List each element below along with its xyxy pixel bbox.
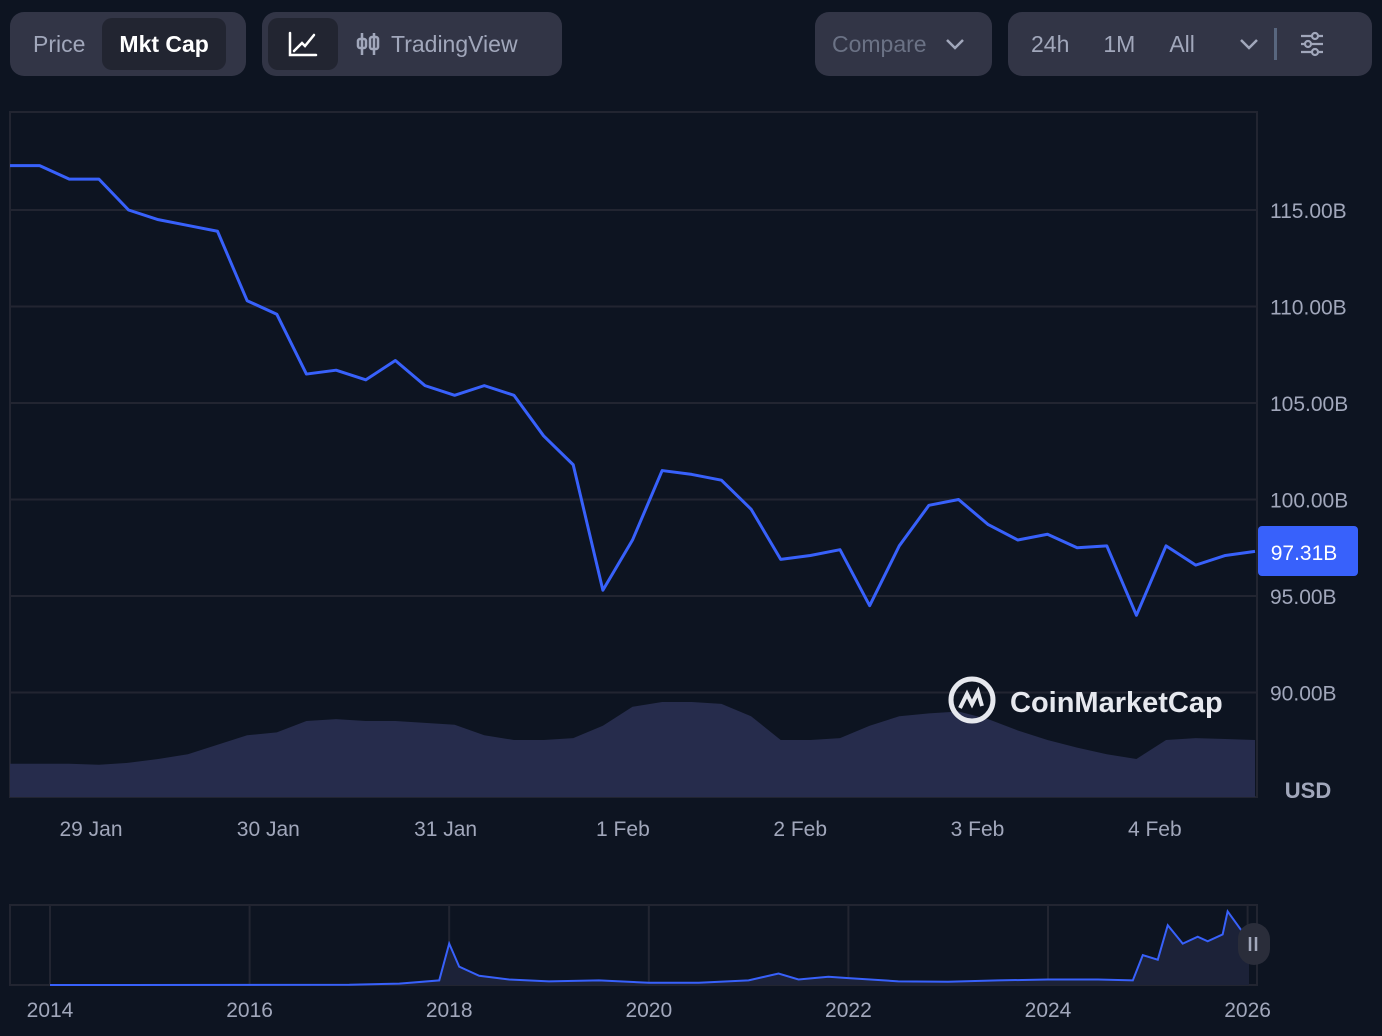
chevron-down-icon xyxy=(1240,39,1258,50)
chevron-down-icon xyxy=(945,39,964,50)
divider xyxy=(1273,28,1277,60)
x-tick-label: 4 Feb xyxy=(1128,818,1182,841)
compare-dropdown[interactable]: Compare xyxy=(815,12,992,76)
x-tick-label: 31 Jan xyxy=(414,818,477,841)
candlestick-icon xyxy=(355,31,381,57)
tradingview-label: TradingView xyxy=(391,30,518,57)
range-dropdown-button[interactable] xyxy=(1212,18,1274,70)
navigator[interactable]: 2014 2016 2018 2020 2022 2024 2026 xyxy=(9,904,1271,1022)
sliders-icon xyxy=(1300,31,1323,57)
navigator-x-label: 2022 xyxy=(825,999,872,1022)
x-tick-label: 1 Feb xyxy=(596,818,650,841)
x-tick-label: 3 Feb xyxy=(951,818,1005,841)
navigator-x-label: 2020 xyxy=(625,999,672,1022)
x-tick-label: 29 Jan xyxy=(59,818,122,841)
navigator-x-label: 2024 xyxy=(1025,999,1072,1022)
range-selector: 24h 1M All xyxy=(1008,12,1372,76)
range-1m[interactable]: 1M xyxy=(1103,30,1136,57)
y-tick-label: 115.00B xyxy=(1270,200,1347,223)
navigator-x-label: 2014 xyxy=(27,999,74,1022)
compare-label: Compare xyxy=(832,30,927,57)
navigator-line xyxy=(49,908,1250,986)
x-tick-label: 2 Feb xyxy=(773,818,827,841)
navigator-x-label: 2016 xyxy=(226,999,273,1022)
currency-label: USD xyxy=(1285,778,1331,803)
volume-area xyxy=(10,702,1255,797)
watermark-text: CoinMarketCap xyxy=(1010,687,1223,719)
line-chart-button[interactable] xyxy=(268,18,338,70)
tab-price[interactable]: Price xyxy=(33,30,86,57)
navigator-x-label: 2026 xyxy=(1224,999,1271,1022)
current-value-tag: 97.31B xyxy=(1258,526,1358,576)
current-value: 97.31B xyxy=(1271,542,1338,565)
settings-button[interactable] xyxy=(1277,18,1339,70)
x-tick-label: 30 Jan xyxy=(237,818,300,841)
navigator-handle[interactable] xyxy=(1238,923,1270,965)
market-cap-line xyxy=(10,164,1256,617)
y-tick-label: 95.00B xyxy=(1270,586,1337,609)
tab-mkt-cap[interactable]: Mkt Cap xyxy=(102,18,226,70)
y-tick-label: 90.00B xyxy=(1270,683,1337,706)
navigator-x-label: 2018 xyxy=(426,999,473,1022)
chart-type-toggle: TradingView xyxy=(262,12,562,76)
y-tick-label: 105.00B xyxy=(1270,393,1348,416)
range-24h[interactable]: 24h xyxy=(1031,30,1070,57)
metric-toggle: Price Mkt Cap xyxy=(10,12,246,76)
navigator-frame xyxy=(9,904,1258,986)
range-all[interactable]: All xyxy=(1169,30,1195,57)
line-chart-icon xyxy=(288,31,318,57)
y-tick-label: 100.00B xyxy=(1270,490,1348,513)
y-tick-label: 110.00B xyxy=(1270,297,1347,320)
coinmarketcap-watermark: CoinMarketCap xyxy=(948,676,1223,724)
tradingview-button[interactable]: TradingView xyxy=(338,18,535,70)
